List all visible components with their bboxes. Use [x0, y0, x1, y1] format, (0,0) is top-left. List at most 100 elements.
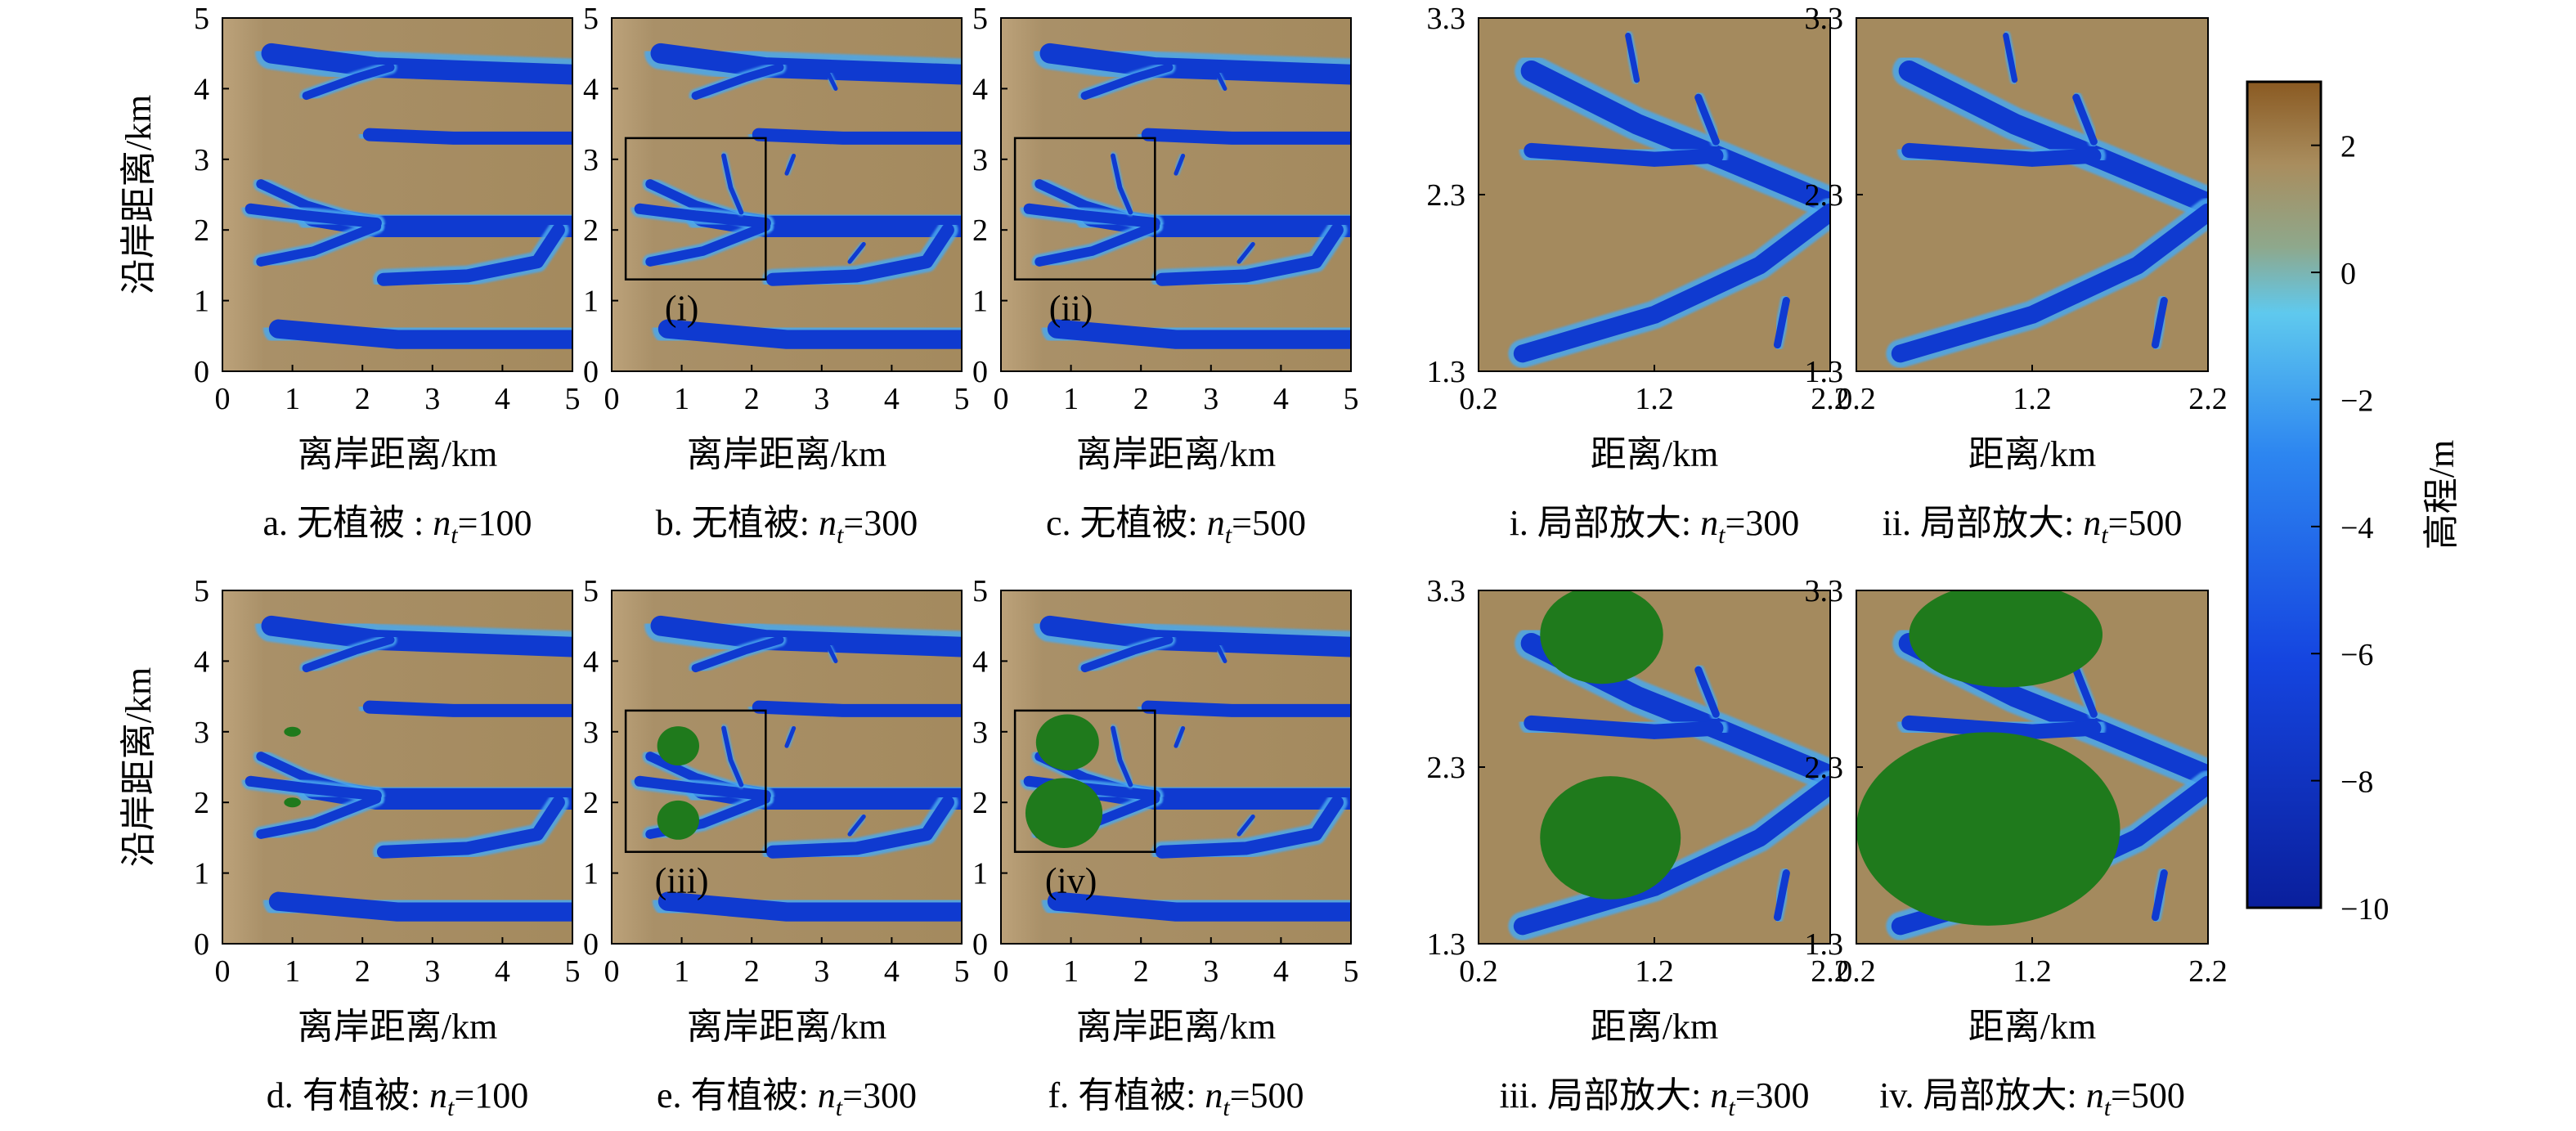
- channel: [1174, 725, 1186, 748]
- y-tick-label: 4: [194, 644, 209, 679]
- colorbar-tick-label: −2: [2340, 384, 2373, 418]
- channel: [2072, 666, 2098, 718]
- vegetation-patch: [1025, 778, 1103, 848]
- panel-caption: i. 局部放大: nt=300: [1510, 503, 1800, 549]
- channel: [1080, 63, 1174, 101]
- x-tick-label: 1.2: [1635, 954, 1674, 989]
- x-axis-label: 离岸距离/km: [298, 434, 497, 474]
- x-tick-label: 2: [355, 954, 370, 989]
- y-tick-label: 1: [583, 285, 599, 319]
- x-tick-label: 1.2: [1635, 382, 1674, 416]
- panel-b: (i) 0 1 2 3 4 5 0 1 2 3 4 5 离岸距离/km b. 无植被: nt=300: [583, 2, 970, 549]
- x-axis-label: 离岸距离/km: [1076, 1007, 1276, 1047]
- y-tick-label: 4: [972, 644, 988, 679]
- panel-a: 0 1 2 3 4 5 0 1 2 3 4 5 离岸距离/km 沿岸距离/km a. 无植被 : nt=10…: [119, 2, 581, 549]
- channel: [784, 725, 797, 748]
- colorbar-gradient: [2246, 80, 2322, 909]
- y-tick-label: 4: [972, 72, 988, 106]
- channel: [362, 700, 572, 717]
- y-tick-label: 5: [194, 2, 209, 36]
- y-tick-label: 2: [972, 786, 988, 820]
- panel-caption: c. 无植被: nt=500: [1046, 503, 1306, 549]
- x-tick-label: 5: [954, 954, 970, 989]
- channel: [1141, 128, 1351, 145]
- colorbar: 2 0 −2 −4 −6 −8 −10 高程/m: [2246, 80, 2462, 927]
- channel: [1513, 203, 1830, 363]
- colorbar-tick-label: −4: [2340, 511, 2373, 545]
- heatmap-a: [222, 18, 572, 371]
- panel-caption: e. 有植被: nt=300: [657, 1075, 917, 1121]
- channel: [1236, 241, 1255, 264]
- x-tick-label: 1: [1063, 382, 1079, 416]
- channel: [376, 796, 565, 859]
- x-tick-label: 0.2: [1837, 382, 1876, 416]
- x-tick-label: 0: [215, 382, 231, 416]
- x-tick-label: 5: [565, 382, 581, 416]
- vegetation-patch: [1540, 590, 1663, 684]
- channel: [302, 63, 395, 101]
- zoom-box: [624, 709, 767, 853]
- heatmap-c: [1001, 18, 1351, 371]
- y-tick-label: 4: [194, 72, 209, 106]
- vegetation-patch: [1035, 714, 1099, 770]
- channel: [847, 814, 866, 837]
- x-tick-label: 0.2: [1837, 954, 1876, 989]
- colorbar-tick-label: −6: [2340, 638, 2373, 672]
- channel: [826, 72, 838, 91]
- x-tick-label: 0.2: [1459, 382, 1498, 416]
- y-tick-label: 4: [583, 72, 599, 106]
- y-tick-label: 2: [583, 786, 599, 820]
- x-tick-label: 2.2: [1811, 382, 1850, 416]
- vegetation-patch: [657, 800, 699, 840]
- y-tick-label: 5: [194, 574, 209, 608]
- y-tick-label: 3: [583, 716, 599, 750]
- heatmap-ii: [1856, 18, 2208, 371]
- heatmap-i: [1479, 18, 1830, 371]
- axes-frame: [222, 17, 573, 372]
- channel: [826, 644, 838, 663]
- channel: [1625, 32, 1640, 83]
- x-tick-label: 3: [1203, 954, 1218, 989]
- channel: [2003, 32, 2018, 83]
- y-tick-label: 2: [194, 213, 209, 248]
- x-tick-label: 4: [1273, 382, 1289, 416]
- panel-caption: iv. 局部放大: nt=500: [1879, 1075, 2185, 1121]
- channel: [1236, 814, 1255, 837]
- y-tick-label: 3.3: [1427, 574, 1466, 608]
- x-tick-label: 1: [1063, 954, 1079, 989]
- channel: [1215, 72, 1227, 91]
- heatmap-e: [612, 590, 962, 944]
- channel: [634, 203, 771, 229]
- vegetation-patch: [657, 726, 699, 766]
- y-tick-label: 5: [583, 2, 599, 36]
- zoom-box-label: (iv): [1045, 861, 1097, 901]
- y-tick-label: 1.3: [1805, 927, 1844, 962]
- channel: [376, 223, 565, 286]
- y-tick-label: 2.3: [1805, 178, 1844, 213]
- channel: [1047, 891, 1351, 922]
- axes-frame: [611, 590, 963, 945]
- channel: [1034, 222, 1160, 267]
- x-tick-label: 2: [744, 382, 760, 416]
- channel: [1080, 635, 1174, 673]
- x-tick-label: 5: [565, 954, 581, 989]
- channel: [1891, 203, 2208, 363]
- channel: [245, 775, 382, 801]
- zoom-box-label: (ii): [1049, 289, 1093, 329]
- x-tick-label: 2: [1133, 382, 1149, 416]
- x-tick-label: 4: [495, 954, 510, 989]
- channel: [1898, 61, 2208, 214]
- vegetation-patch: [1909, 590, 2103, 688]
- y-tick-label: 2: [972, 213, 988, 248]
- axes-frame: [1000, 17, 1352, 372]
- vegetation-patch: [284, 726, 301, 737]
- channel: [1047, 319, 1351, 349]
- channel: [1901, 715, 2102, 739]
- x-axis-label: 距离/km: [1968, 434, 2096, 474]
- y-tick-label: 4: [583, 644, 599, 679]
- y-tick-label: 5: [972, 2, 988, 36]
- x-tick-label: 3: [424, 382, 440, 416]
